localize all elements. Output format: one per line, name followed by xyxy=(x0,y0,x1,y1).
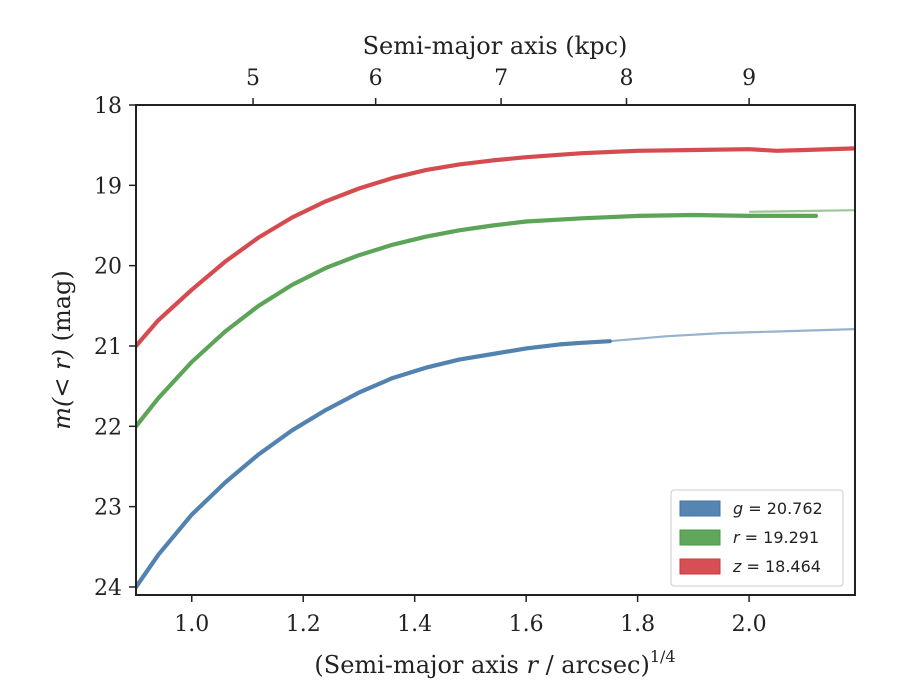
y-tick-label: 23 xyxy=(94,496,122,521)
series-g-line xyxy=(136,339,612,590)
y-tick-label: 24 xyxy=(94,576,122,601)
legend-swatch-r xyxy=(679,529,721,546)
y-tick-label: 22 xyxy=(94,415,122,440)
legend-label-g: g = 20.762 xyxy=(733,499,823,518)
y-tick-label: 18 xyxy=(94,94,122,119)
x-axis-title-suffix: / arcsec) xyxy=(538,651,650,679)
top-x-tick-label: 9 xyxy=(742,66,756,91)
x-tick-label: 1.8 xyxy=(620,612,655,637)
y-tick-label: 19 xyxy=(94,174,122,199)
legend-label-z: z = 18.464 xyxy=(732,557,821,576)
y-axis-title: m(< r) (mag) xyxy=(48,270,76,430)
legend: g = 20.762 r = 19.291 z = 18.464 xyxy=(670,489,844,587)
y-tick-label: 20 xyxy=(94,255,122,280)
x-tick-label: 2.0 xyxy=(732,612,767,637)
series-r-line xyxy=(136,212,819,429)
legend-label-r: r = 19.291 xyxy=(733,528,819,547)
series-r-extension xyxy=(749,209,855,213)
top-x-tick-label: 5 xyxy=(246,66,260,91)
series-layer xyxy=(136,146,855,590)
x-axis-title: (Semi-major axis r / arcsec)1/4 xyxy=(314,647,675,679)
x-axis-title-prefix: (Semi-major axis xyxy=(314,651,526,679)
x-axis-title-var: r xyxy=(526,651,539,679)
y-tick-label: 21 xyxy=(94,335,122,360)
tick-layer: 1.0 1.2 1.4 1.6 1.8 2.0 18 19 20 21 22 23 24 5 6 7 8 9 xyxy=(94,66,767,637)
x-tick-label: 1.6 xyxy=(509,612,544,637)
x-tick-label: 1.2 xyxy=(286,612,321,637)
series-z-line xyxy=(136,146,855,349)
top-x-tick-label: 6 xyxy=(369,66,383,91)
plot-frame xyxy=(135,104,856,596)
legend-swatch-g xyxy=(679,500,721,517)
x-axis-title-exponent: 1/4 xyxy=(650,647,676,666)
legend-swatch-z xyxy=(679,558,721,575)
top-x-tick-label: 7 xyxy=(494,66,508,91)
top-axis-title: Semi-major axis (kpc) xyxy=(363,32,628,60)
series-g-extension xyxy=(609,328,855,343)
y-axis-title-unit: (mag) xyxy=(48,270,76,349)
y-axis-title-math: m(< r) xyxy=(48,349,76,430)
top-x-tick-label: 8 xyxy=(619,66,633,91)
x-tick-label: 1.4 xyxy=(397,612,432,637)
x-tick-label: 1.0 xyxy=(174,612,209,637)
